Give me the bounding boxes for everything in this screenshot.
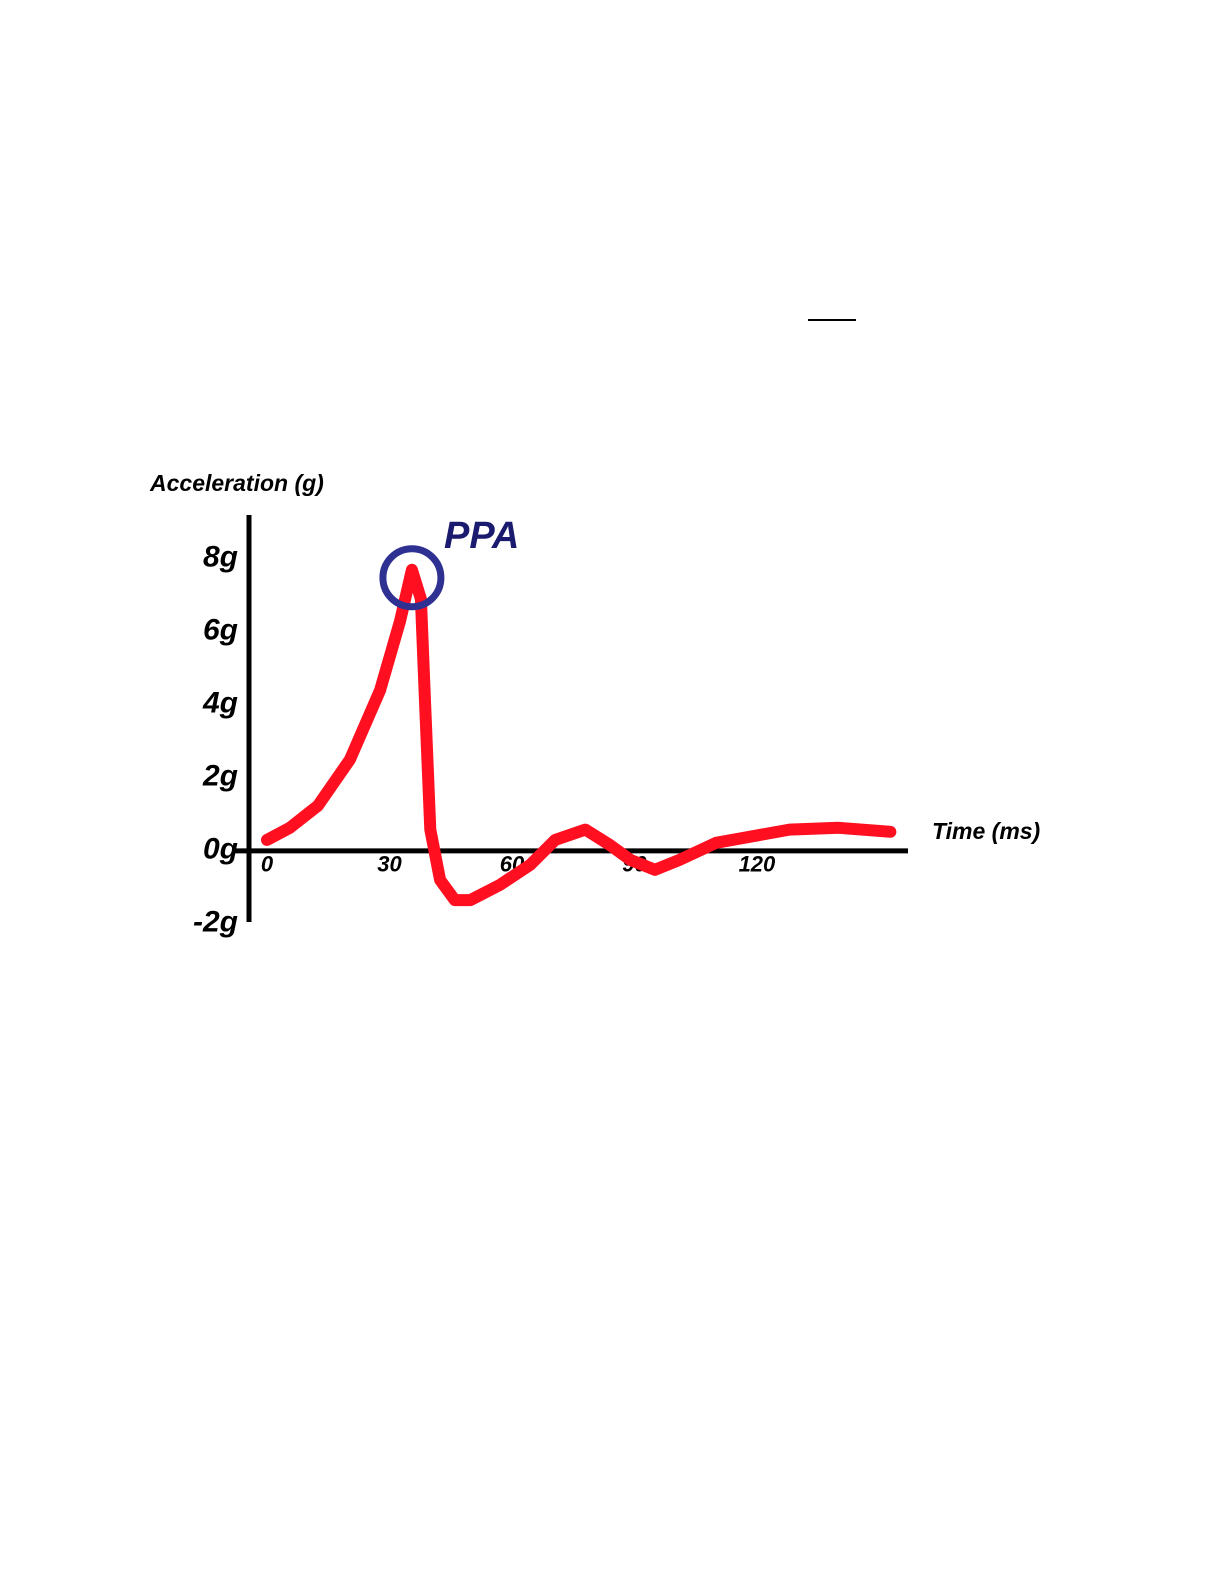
x-axis-title: Time (ms)	[932, 818, 1040, 844]
y-tick-label: -2g	[193, 906, 238, 939]
y-tick-label: 4g	[202, 687, 238, 720]
x-tick-label: 0	[261, 852, 274, 877]
y-tick-label: 6g	[203, 614, 238, 647]
y-axis-title: Acceleration (g)	[149, 470, 324, 496]
y-tick-label: 2g	[202, 760, 238, 793]
annotation: PPA	[444, 515, 519, 557]
data-line	[261, 563, 897, 907]
x-tick-label: 120	[739, 852, 776, 877]
x-tick-label: 30	[377, 852, 402, 877]
y-tick-label: 0g	[203, 833, 238, 866]
peak-circle	[379, 545, 445, 611]
y-tick-label: 8g	[203, 541, 238, 574]
